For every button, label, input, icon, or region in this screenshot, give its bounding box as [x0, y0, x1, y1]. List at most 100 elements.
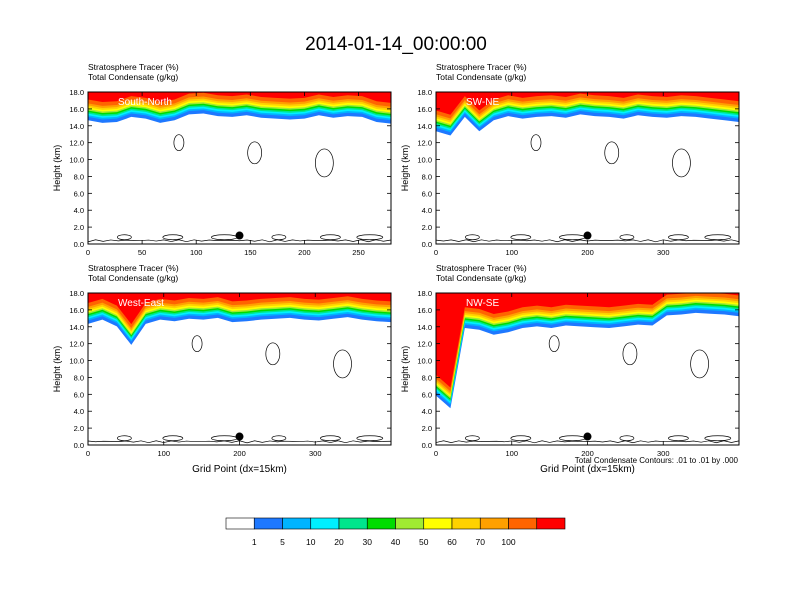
colorbar-box — [338, 517, 368, 530]
y-tick-label: 12.0 — [69, 340, 84, 349]
y-axis-label: Height (km) — [400, 346, 410, 393]
x-tick-label: 150 — [244, 248, 257, 257]
y-tick-label: 8.0 — [74, 373, 84, 382]
y-axis-label: Height (km) — [52, 145, 62, 192]
location-marker — [583, 231, 592, 240]
x-tick-label: 0 — [434, 449, 438, 458]
y-axis-label: Height (km) — [52, 346, 62, 393]
contour-line — [619, 234, 635, 241]
x-tick-label: 300 — [657, 248, 670, 257]
y-tick-label: 18.0 — [417, 289, 432, 298]
panel-title-line: Total Condensate (g/kg) — [88, 72, 178, 82]
y-tick-label: 8.0 — [422, 172, 432, 181]
x-tick-label: 200 — [298, 248, 311, 257]
contour-line — [604, 141, 620, 165]
y-tick-label: 6.0 — [422, 189, 432, 198]
y-tick-label: 14.0 — [69, 122, 84, 131]
x-tick-label: 50 — [138, 248, 146, 257]
panel-title-line: Total Condensate (g/kg) — [88, 273, 178, 283]
colorbar-label: 20 — [334, 537, 344, 547]
colorbar-label: 10 — [306, 537, 316, 547]
y-tick-label: 10.0 — [69, 156, 84, 165]
colorbar-label: 100 — [501, 537, 515, 547]
location-marker — [235, 231, 244, 240]
panel-title-line: Stratosphere Tracer (%) — [436, 62, 527, 72]
contour-line — [704, 234, 732, 241]
y-tick-label: 10.0 — [417, 156, 432, 165]
y-tick-label: 0.0 — [422, 441, 432, 450]
colorbar-box — [451, 517, 481, 530]
tracer-band — [436, 92, 739, 115]
contour-line — [314, 148, 334, 178]
y-tick-label: 4.0 — [422, 407, 432, 416]
tracer-field — [436, 92, 739, 136]
colorbar-box — [479, 517, 509, 530]
x-tick-label: 300 — [309, 449, 322, 458]
contour-line — [173, 134, 185, 152]
x-tick-label: 0 — [86, 248, 90, 257]
tracer-band — [436, 293, 739, 388]
x-tick-label: 200 — [233, 449, 246, 458]
tracer-band — [88, 92, 391, 103]
colorbar-label: 50 — [419, 537, 429, 547]
contour-line — [320, 234, 341, 241]
y-tick-label: 8.0 — [422, 373, 432, 382]
y-tick-label: 18.0 — [417, 88, 432, 97]
y-tick-label: 6.0 — [74, 390, 84, 399]
colorbar-box — [310, 517, 340, 530]
contour-line — [333, 349, 352, 379]
colorbar-box — [282, 517, 312, 530]
colorbar-label: 60 — [447, 537, 457, 547]
chart-panel: Stratosphere Tracer (%)Total Condensate … — [400, 263, 740, 475]
panel-title-line: Stratosphere Tracer (%) — [88, 263, 179, 273]
y-tick-label: 2.0 — [422, 223, 432, 232]
contour-line — [87, 239, 392, 243]
condensate-contours — [87, 134, 392, 243]
x-tick-label: 100 — [190, 248, 203, 257]
y-tick-label: 12.0 — [69, 139, 84, 148]
tracer-band — [436, 92, 739, 119]
y-tick-label: 12.0 — [417, 340, 432, 349]
x-tick-label: 300 — [657, 449, 670, 458]
tracer-band — [88, 293, 391, 328]
contour-line — [510, 234, 532, 241]
y-tick-label: 4.0 — [422, 206, 432, 215]
colorbar-label: 40 — [391, 537, 401, 547]
x-tick-label: 0 — [86, 449, 90, 458]
colorbar-box — [366, 517, 396, 530]
x-tick-label: 0 — [434, 248, 438, 257]
contour-line — [465, 435, 480, 442]
colorbar-label: 5 — [280, 537, 285, 547]
panel-label: West-East — [118, 298, 164, 309]
y-tick-label: 16.0 — [417, 105, 432, 114]
contour-line — [271, 435, 287, 442]
colorbar-box — [423, 517, 453, 530]
x-axis-label: Grid Point (dx=15km) — [192, 464, 287, 475]
y-tick-label: 16.0 — [417, 306, 432, 315]
colorbar-label: 30 — [363, 537, 373, 547]
contour-line — [619, 435, 635, 442]
tracer-field — [436, 293, 739, 409]
x-tick-label: 100 — [505, 449, 518, 458]
contour-line — [117, 234, 132, 241]
contour-line — [320, 435, 341, 442]
plot-frame — [87, 91, 392, 245]
panel-title-line: Stratosphere Tracer (%) — [88, 62, 179, 72]
contour-line — [465, 234, 480, 241]
page-title: 2014-01-14_00:00:00 — [305, 34, 487, 55]
tracer-band — [436, 293, 739, 397]
contour-line — [265, 342, 281, 366]
y-tick-label: 4.0 — [74, 407, 84, 416]
y-tick-label: 6.0 — [422, 390, 432, 399]
contour-line — [690, 349, 709, 379]
y-tick-label: 10.0 — [69, 357, 84, 366]
panel-label: SW-NE — [466, 97, 499, 108]
y-tick-label: 14.0 — [69, 323, 84, 332]
panel-title-line: Stratosphere Tracer (%) — [436, 263, 527, 273]
y-tick-label: 2.0 — [74, 223, 84, 232]
x-axis-label: Grid Point (dx=15km) — [540, 464, 635, 475]
location-marker — [235, 432, 244, 441]
colorbar-box — [395, 517, 425, 530]
colorbar-label: 1 — [252, 537, 257, 547]
